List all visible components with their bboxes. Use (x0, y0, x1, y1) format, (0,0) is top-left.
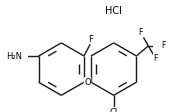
Text: H₂N: H₂N (6, 52, 22, 60)
Text: F: F (139, 28, 143, 37)
Text: F: F (88, 35, 93, 44)
Text: F: F (161, 41, 166, 50)
Text: F: F (154, 54, 158, 64)
Text: HCl: HCl (105, 6, 122, 16)
Text: O: O (84, 78, 91, 87)
Text: Cl: Cl (110, 108, 118, 112)
